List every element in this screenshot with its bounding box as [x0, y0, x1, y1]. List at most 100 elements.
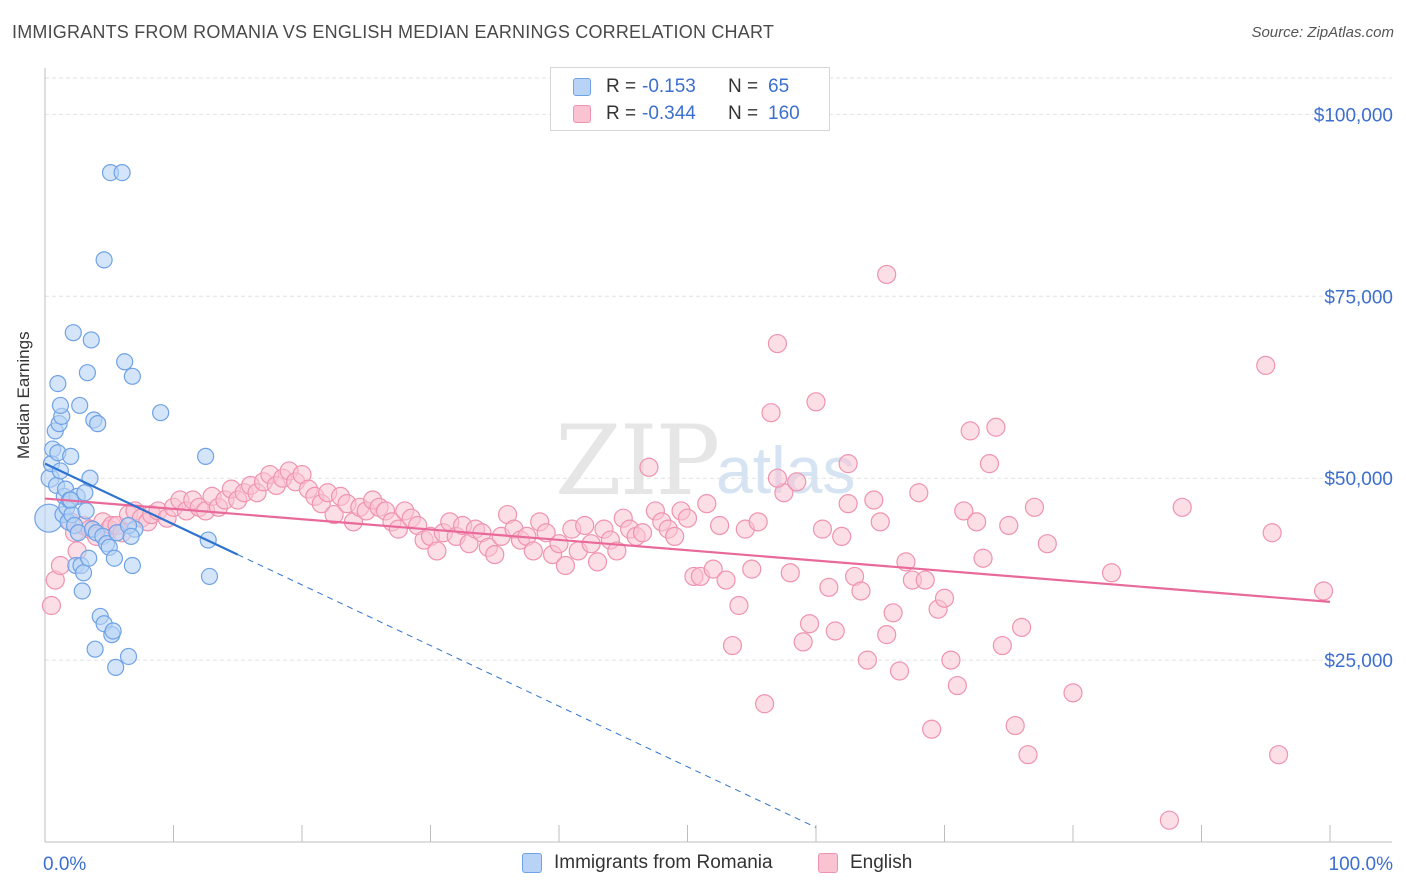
data-point-english: [877, 625, 897, 645]
data-point-romania: [104, 622, 122, 640]
data-point-romania: [86, 640, 104, 658]
data-point-english: [832, 526, 852, 547]
legend-series: Immigrants from Romania English: [0, 852, 1406, 876]
source-credit: Source: ZipAtlas.com: [1251, 24, 1394, 41]
data-point-romania: [123, 367, 141, 385]
legend-swatch-english: [573, 105, 591, 123]
data-point-english: [992, 635, 1012, 656]
data-point-english: [536, 523, 556, 543]
data-point-romania: [123, 556, 141, 575]
data-point-romania: [69, 524, 88, 542]
data-point-romania: [107, 658, 125, 676]
data-point-english: [787, 472, 807, 492]
data-point-english: [1172, 497, 1192, 517]
data-point-english: [857, 650, 878, 670]
legend-correlation: R = -0.153 N = 65 R = -0.344 N = 160: [550, 67, 830, 131]
data-point-english: [1101, 563, 1122, 583]
legend-swatch-english: [818, 853, 838, 873]
data-point-english: [915, 570, 935, 590]
data-point-english: [607, 541, 627, 561]
data-point-english: [799, 614, 820, 634]
data-point-english: [677, 508, 698, 528]
data-point-romania: [64, 324, 82, 342]
data-point-english: [742, 559, 762, 579]
data-point-english: [851, 581, 871, 601]
y-axis-title: Median Earnings: [14, 331, 33, 459]
data-point-romania: [200, 567, 219, 586]
data-point-romania: [62, 447, 80, 465]
legend-row-romania: R = -0.153 N = 65: [573, 76, 789, 98]
legend-item-romania[interactable]: Immigrants from Romania: [522, 852, 773, 874]
legend-n-label: N =: [728, 103, 759, 124]
legend-n-value: 160: [768, 103, 800, 124]
data-point-english: [697, 494, 717, 514]
data-point-english: [722, 635, 743, 656]
data-point-english: [883, 603, 903, 623]
y-tick-label: $75,000: [1324, 287, 1393, 308]
data-point-english: [1011, 617, 1032, 637]
y-tick-label: $50,000: [1324, 469, 1393, 490]
data-point-english: [1268, 745, 1289, 765]
data-point-english: [549, 534, 569, 554]
data-point-english: [889, 661, 910, 681]
data-point-english: [1159, 810, 1179, 830]
trend-line-romania: [44, 462, 239, 556]
data-point-english: [767, 468, 788, 488]
data-point-english: [1037, 534, 1057, 554]
data-point-english: [870, 512, 890, 532]
data-point-english: [523, 541, 543, 561]
y-tick-label: $25,000: [1324, 651, 1393, 672]
data-point-english: [999, 515, 1019, 536]
data-point-english: [967, 512, 987, 532]
watermark-zip: ZIP: [555, 405, 720, 517]
data-point-romania: [51, 396, 70, 415]
x-tick-label: 0.0%: [43, 854, 86, 875]
trend-line-english: [44, 497, 1331, 603]
data-point-romania: [76, 484, 94, 502]
data-point-english: [665, 526, 685, 547]
data-point-romania: [89, 415, 107, 433]
data-point-english: [941, 650, 961, 670]
legend-n-label: N =: [728, 76, 759, 97]
data-point-romania: [49, 375, 67, 393]
data-point-romania: [152, 404, 170, 422]
data-point-romania: [95, 251, 113, 269]
data-point-english: [1024, 497, 1045, 517]
data-point-english: [1262, 523, 1282, 543]
data-point-romania: [122, 527, 140, 546]
data-point-romania: [78, 364, 97, 382]
data-point-english: [909, 483, 929, 503]
data-point-romania: [74, 564, 93, 582]
legend-r-label: R =: [606, 103, 637, 124]
data-point-english: [947, 675, 967, 696]
x-tick-label: 100.0%: [1329, 854, 1394, 875]
data-point-english: [979, 454, 1000, 474]
legend-r-value: -0.153: [642, 76, 696, 97]
data-point-english: [877, 264, 897, 285]
data-point-english: [954, 501, 974, 521]
legend-swatch-romania: [573, 78, 591, 96]
data-point-romania: [116, 353, 134, 371]
legend-label-english: English: [850, 852, 913, 873]
y-tick-label: $100,000: [1314, 105, 1393, 126]
data-point-english: [1005, 715, 1025, 736]
data-point-english: [812, 519, 833, 539]
data-point-english: [973, 548, 993, 568]
data-point-romania: [197, 447, 215, 465]
legend-item-english[interactable]: English: [818, 852, 912, 874]
data-point-english: [1313, 581, 1334, 601]
data-point-english: [864, 490, 884, 510]
data-point-english: [324, 504, 344, 525]
data-point-english: [555, 555, 576, 576]
data-point-english: [986, 417, 1006, 437]
data-point-english: [767, 333, 788, 354]
data-point-english: [806, 392, 826, 412]
legend-label-romania: Immigrants from Romania: [554, 852, 773, 873]
data-point-english: [793, 632, 813, 652]
data-point-english: [703, 559, 723, 579]
data-point-english: [838, 454, 858, 474]
data-point-english: [960, 421, 980, 441]
data-point-english: [1063, 683, 1083, 703]
data-point-english: [934, 588, 955, 608]
